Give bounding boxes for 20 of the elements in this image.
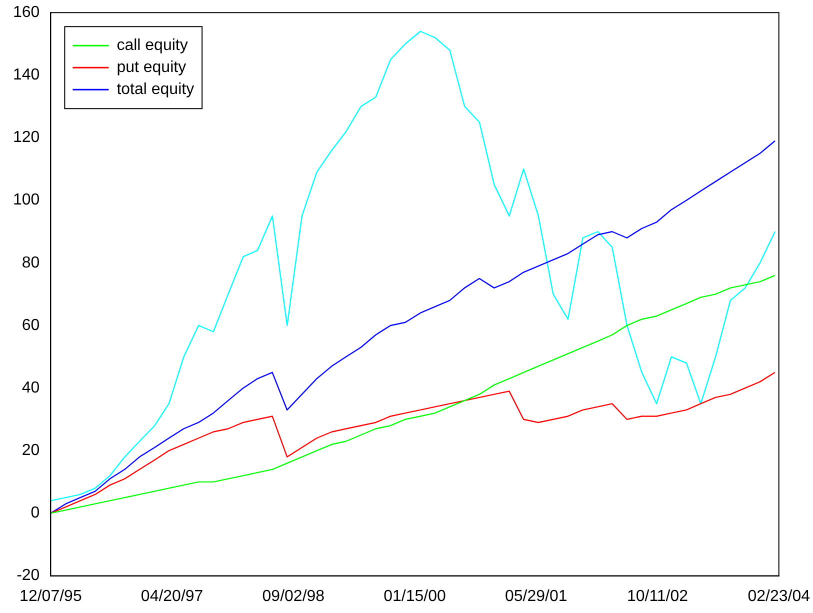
y-tick-label: 0 (30, 504, 40, 522)
legend-label: put equity (116, 59, 186, 76)
x-tick-label: 12/07/95 (20, 588, 82, 605)
y-tick-label: -20 (16, 567, 40, 584)
x-tick-label: 01/15/00 (384, 588, 446, 605)
y-tick-label: 140 (12, 66, 40, 84)
x-tick-label: 10/11/02 (626, 588, 688, 605)
y-tick-label: 120 (12, 129, 40, 146)
x-tick-label: 04/20/97 (140, 588, 204, 605)
legend-label: total equity (116, 81, 194, 98)
y-tick-label: 40 (22, 379, 40, 396)
y-tick-label: 100 (12, 192, 40, 209)
y-tick-label: 160 (12, 4, 40, 22)
x-tick-label: 02/23/04 (748, 588, 810, 605)
x-tick-label: 05/29/01 (504, 588, 568, 605)
x-tick-label: 09/02/98 (262, 588, 325, 605)
y-tick-label: 20 (22, 442, 40, 460)
y-tick-label: 80 (22, 254, 40, 272)
legend-label: call equity (116, 37, 188, 54)
y-tick-label: 60 (22, 316, 40, 334)
